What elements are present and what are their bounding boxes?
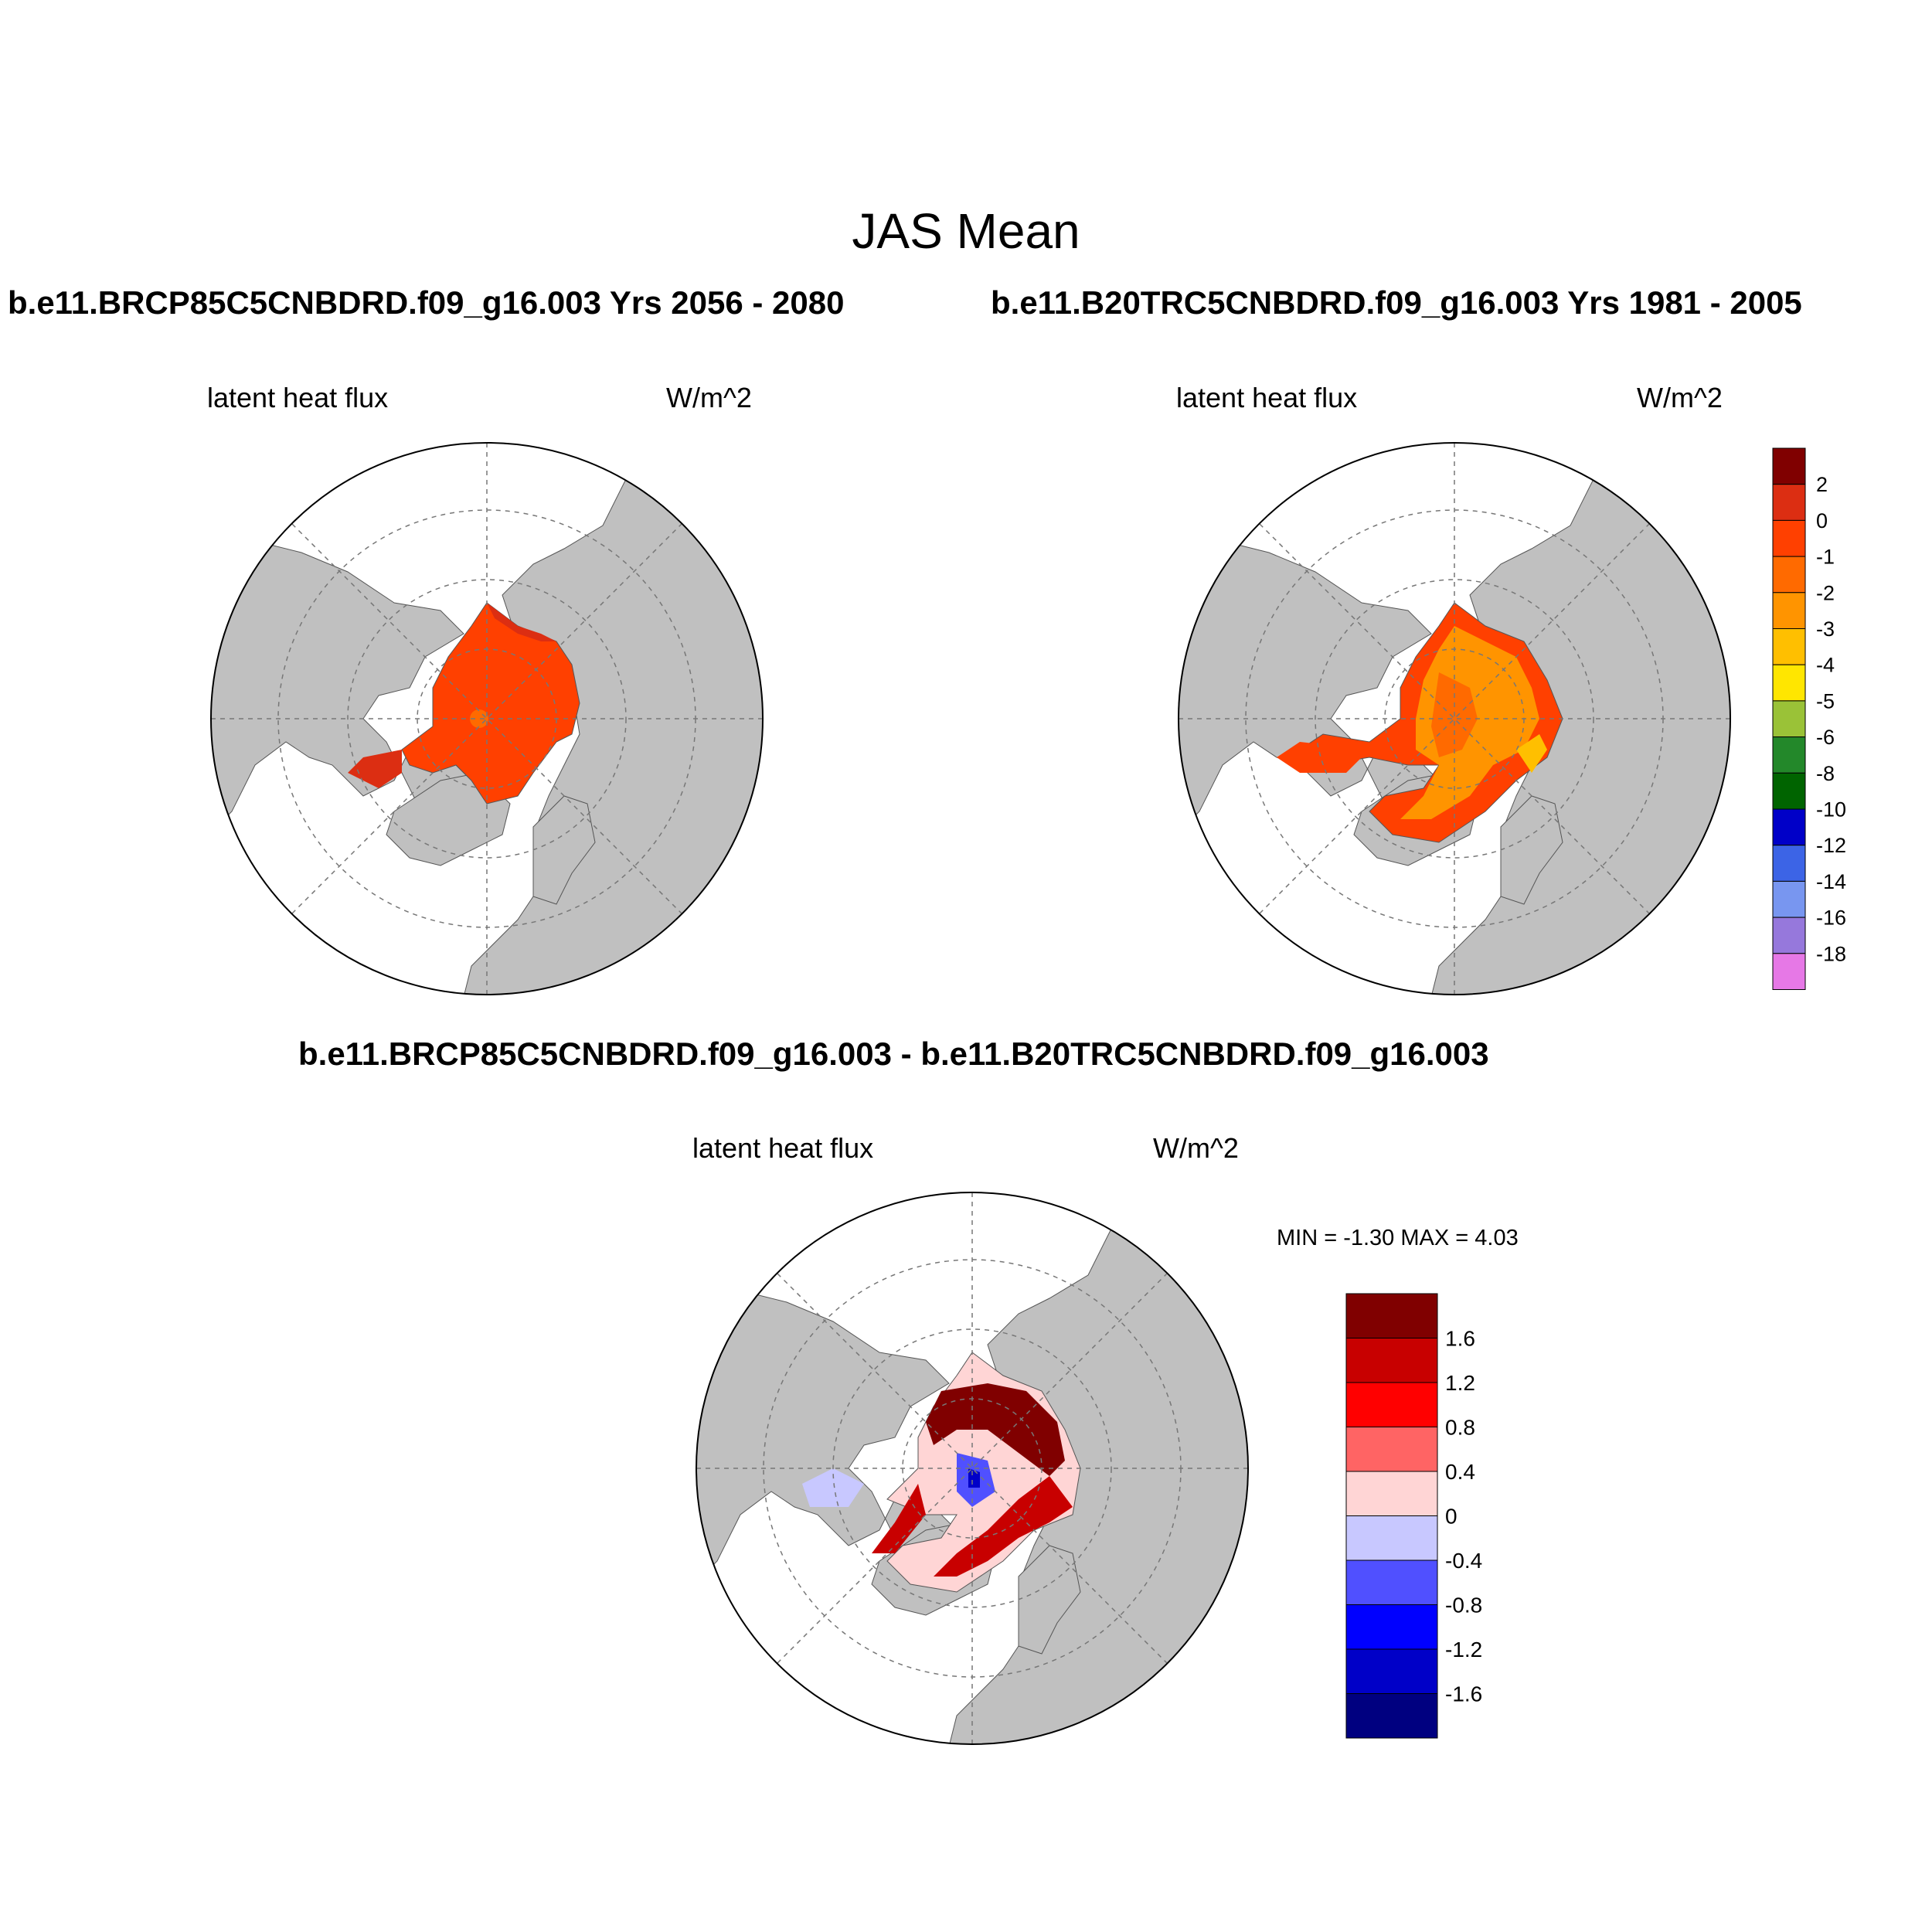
colorbar-tick-label: -1 <box>1816 546 1835 569</box>
colorbar-tick-label: 0 <box>1816 509 1828 532</box>
colorbar-tick-label: -5 <box>1816 689 1835 713</box>
colorbar-tick-label: -12 <box>1816 834 1846 857</box>
colorbar-tick-label: 1.2 <box>1445 1371 1475 1395</box>
panel-right-variable: latent heat flux <box>1176 382 1358 413</box>
polar-map-historical <box>1178 442 1731 995</box>
colorbar-box <box>1345 1560 1438 1605</box>
colorbar-tick-label: 0.8 <box>1445 1415 1475 1439</box>
colorbar-box <box>1345 1471 1438 1516</box>
colorbar-tick-label: 1.6 <box>1445 1326 1475 1350</box>
colorbar-box <box>1345 1382 1438 1427</box>
panel-diff-units: W/m^2 <box>1153 1132 1239 1164</box>
colorbar-box <box>1772 953 1806 990</box>
colorbar-box <box>1345 1338 1438 1383</box>
panel-left-units: W/m^2 <box>666 382 752 413</box>
field-coastal-band <box>487 603 556 641</box>
field-pole-spot <box>470 709 488 728</box>
colorbar-tick-label: 0.4 <box>1445 1460 1475 1484</box>
colorbar-box <box>1345 1427 1438 1472</box>
colorbar-box <box>1772 628 1806 665</box>
colorbar-tick-label: -1.2 <box>1445 1638 1482 1662</box>
colorbar-tick-label: -10 <box>1816 798 1846 821</box>
land-scandinavia <box>1018 1545 1081 1655</box>
land-scandinavia <box>532 795 596 905</box>
colorbar-box <box>1772 519 1806 557</box>
colorbar-box <box>1772 592 1806 630</box>
panel-diff-variable: latent heat flux <box>692 1132 874 1164</box>
diff-negative-light <box>802 1468 864 1507</box>
colorbar-box <box>1772 917 1806 954</box>
colorbar-box <box>1772 880 1806 918</box>
colorbar-tick-label: -14 <box>1816 870 1846 893</box>
colorbar-tick-label: -6 <box>1816 726 1835 749</box>
colorbar-box <box>1345 1293 1438 1338</box>
colorbar-box <box>1772 845 1806 882</box>
diff-positive-band <box>934 1476 1073 1577</box>
colorbar-box <box>1345 1604 1438 1650</box>
polar-map-future <box>210 442 764 995</box>
colorbar-difference: 1.6 1.2 0.8 0.4 0 -0.4 -0.8 -1.2 -1.6 <box>1345 1293 1482 1739</box>
colorbar-tick-label: -4 <box>1816 654 1835 677</box>
figure-title: JAS Mean <box>852 203 1080 259</box>
colorbar-box <box>1772 772 1806 810</box>
panel-title-diff: b.e11.BRCP85C5CNBDRD.f09_g16.003 - b.e11… <box>298 1036 1489 1072</box>
colorbar-tick-label: 0 <box>1445 1504 1458 1528</box>
colorbar-tick-label: -1.6 <box>1445 1682 1482 1706</box>
colorbar-box <box>1345 1515 1438 1561</box>
polar-map-difference <box>696 1192 1249 1745</box>
colorbar-box <box>1772 808 1806 846</box>
arctic-ocean-field <box>401 602 580 804</box>
colorbar-box <box>1345 1693 1438 1739</box>
colorbar-tick-label: -16 <box>1816 906 1846 930</box>
colorbar-box <box>1772 556 1806 594</box>
colorbar-box <box>1772 736 1806 774</box>
diff-min-max: MIN = -1.30 MAX = 4.03 <box>1277 1226 1519 1250</box>
colorbar-tick-label: -8 <box>1816 762 1835 785</box>
colorbar-box <box>1772 447 1806 485</box>
land-scandinavia <box>1500 795 1563 905</box>
colorbar-tick-label: -2 <box>1816 581 1835 604</box>
panel-right-units: W/m^2 <box>1637 382 1723 413</box>
panel-title-right: b.e11.B20TRC5CNBDRD.f09_g16.003 Yrs 1981… <box>991 284 1802 321</box>
field-baffin <box>1277 742 1369 773</box>
colorbar-tick-label: -3 <box>1816 617 1835 641</box>
colorbar-top: 2 0 -1 -2 -3 -4 -5 -6 -8 -10 -12 -14 -16 -18 <box>1772 447 1846 990</box>
colorbar-tick-label: -0.4 <box>1445 1549 1482 1573</box>
colorbar-tick-label: -0.8 <box>1445 1593 1482 1617</box>
diff-baffin-positive <box>872 1484 926 1553</box>
colorbar-tick-label: 2 <box>1816 473 1828 496</box>
colorbar-box <box>1772 484 1806 521</box>
colorbar-box <box>1772 700 1806 738</box>
diff-positive-strong <box>926 1383 1065 1476</box>
colorbar-tick-label: -18 <box>1816 942 1846 965</box>
colorbar-box <box>1772 664 1806 702</box>
panel-left-variable: latent heat flux <box>207 382 389 413</box>
colorbar-box <box>1345 1648 1438 1694</box>
field-greenland-sea <box>1516 734 1547 773</box>
panel-title-left: b.e11.BRCP85C5CNBDRD.f09_g16.003 Yrs 205… <box>8 284 845 321</box>
